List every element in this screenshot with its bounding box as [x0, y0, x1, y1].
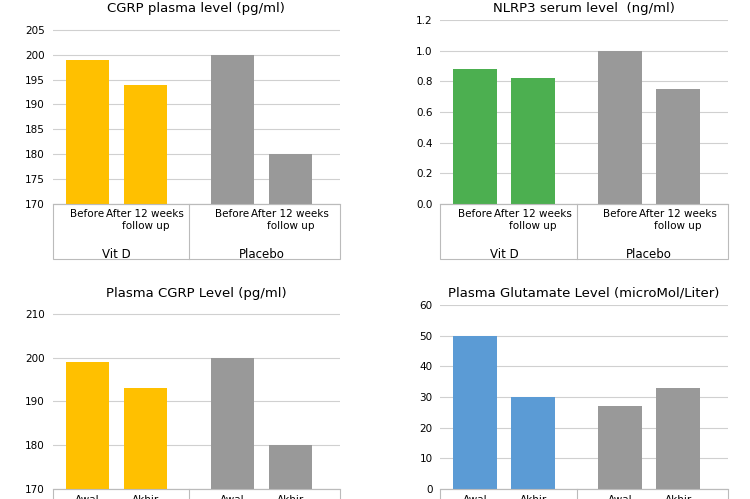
Text: Akhir: Akhir	[132, 495, 159, 499]
Text: Awal: Awal	[463, 495, 488, 499]
Text: Before: Before	[603, 210, 638, 220]
Text: Vit D: Vit D	[102, 249, 130, 261]
Text: Placebo: Placebo	[238, 249, 284, 261]
Text: Akhir: Akhir	[277, 495, 304, 499]
Title: Plasma CGRP Level (pg/ml): Plasma CGRP Level (pg/ml)	[106, 287, 286, 300]
Bar	[656, 388, 700, 489]
Text: Awal: Awal	[75, 495, 100, 499]
Bar	[211, 358, 254, 489]
Bar	[453, 69, 497, 204]
Text: Before: Before	[215, 210, 250, 220]
Text: After 12 weeks
follow up: After 12 weeks follow up	[639, 210, 717, 231]
Text: After 12 weeks
follow up: After 12 weeks follow up	[251, 210, 329, 231]
Bar	[512, 397, 555, 489]
Text: Vit D: Vit D	[490, 249, 518, 261]
Text: Akhir: Akhir	[664, 495, 692, 499]
Bar	[598, 406, 642, 489]
Bar	[656, 89, 700, 204]
Bar	[268, 445, 312, 489]
Bar	[440, 204, 728, 259]
Bar	[124, 85, 167, 204]
Text: Before: Before	[70, 210, 104, 220]
Title: NLRP3 serum level  (ng/ml): NLRP3 serum level (ng/ml)	[493, 1, 675, 14]
Title: CGRP plasma level (pg/ml): CGRP plasma level (pg/ml)	[107, 1, 285, 14]
Text: Awal: Awal	[220, 495, 245, 499]
Bar	[211, 55, 254, 204]
Bar	[53, 204, 340, 259]
Bar	[440, 489, 728, 499]
Text: Placebo: Placebo	[626, 249, 672, 261]
Text: Awal: Awal	[608, 495, 632, 499]
Title: Plasma Glutamate Level (microMol/Liter): Plasma Glutamate Level (microMol/Liter)	[448, 287, 719, 300]
Bar	[53, 489, 340, 499]
Text: After 12 weeks
follow up: After 12 weeks follow up	[494, 210, 572, 231]
Text: After 12 weeks
follow up: After 12 weeks follow up	[106, 210, 184, 231]
Bar	[512, 78, 555, 204]
Text: Before: Before	[458, 210, 492, 220]
Bar	[65, 362, 109, 489]
Text: Akhir: Akhir	[520, 495, 547, 499]
Bar	[598, 50, 642, 204]
Bar	[453, 336, 497, 489]
Bar	[268, 154, 312, 204]
Bar	[124, 388, 167, 489]
Bar	[65, 60, 109, 204]
